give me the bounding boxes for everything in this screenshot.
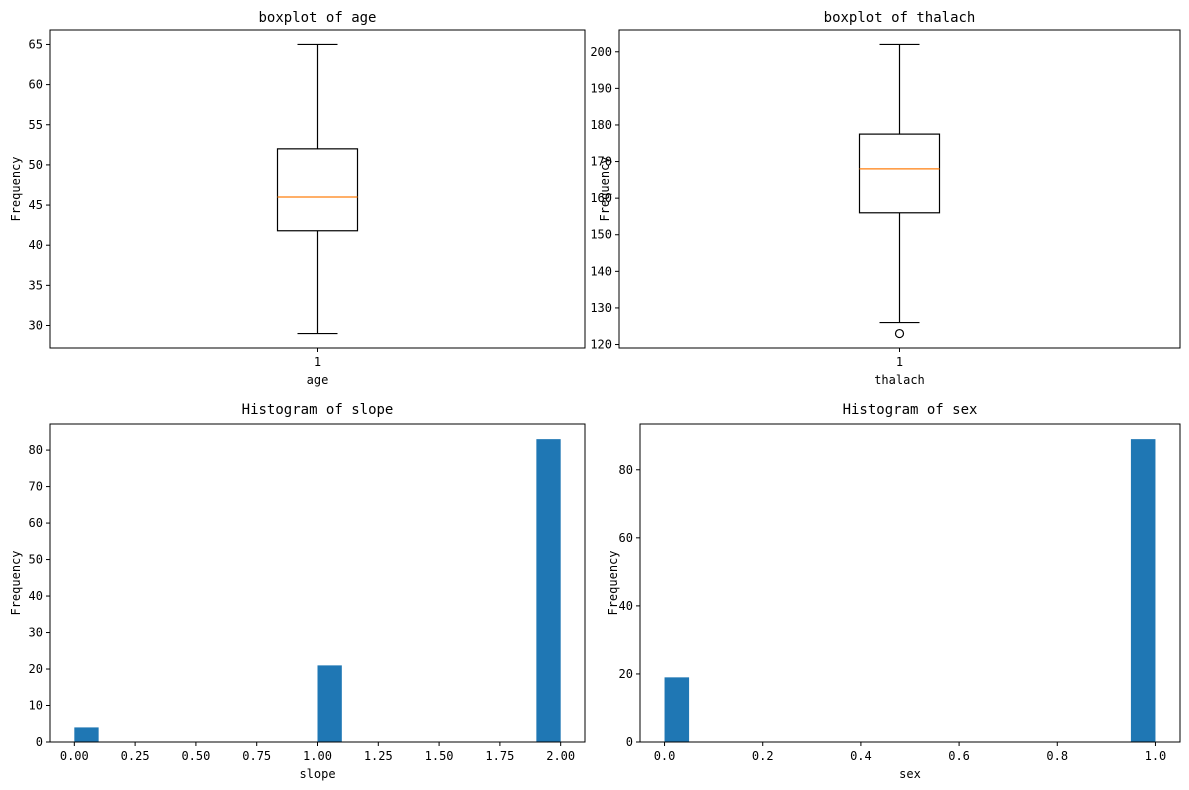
y-tick-label: 80 <box>619 463 633 477</box>
y-tick-label: 40 <box>29 238 43 252</box>
y-tick-label: 45 <box>29 198 43 212</box>
subplot-4: Histogram of sex 0 20 40 60 80 Frequency 0.0 0.2… <box>606 402 1181 781</box>
plot-frame <box>639 423 1181 743</box>
chart-title: Histogram of sex <box>843 402 978 418</box>
y-tick-label: 0 <box>626 735 633 749</box>
y-tick-label: 60 <box>29 516 43 530</box>
y-tick-label: 140 <box>590 264 612 278</box>
y-tick-label: 70 <box>29 480 43 494</box>
x-tick-label: 0.8 <box>1046 749 1068 763</box>
subplot-1: boxplot of age 30 35 40 45 50 55 60 65 Frequency 1… <box>9 10 586 387</box>
chart-title: boxplot of age <box>258 10 376 26</box>
y-tick-label: 30 <box>29 626 43 640</box>
histogram-bar <box>664 677 690 742</box>
y-tick-label: 150 <box>590 228 612 242</box>
y-tick-label: 180 <box>590 118 612 132</box>
subplot-2: boxplot of thalach 120 130 140 150 160 170 180 1… <box>590 10 1181 387</box>
plot-frame <box>618 29 1181 349</box>
box-iqr <box>276 148 359 232</box>
x-tick-label: 0.2 <box>752 749 774 763</box>
y-tick-label: 50 <box>29 553 43 567</box>
outlier-point <box>894 328 905 339</box>
x-tick-label: 0.25 <box>121 749 150 763</box>
y-tick-label: 160 <box>590 191 612 205</box>
x-tick-label: 0.00 <box>60 749 89 763</box>
x-tick-label: 1.00 <box>303 749 332 763</box>
y-tick-label: 60 <box>619 531 633 545</box>
x-tick-label: 1.50 <box>425 749 454 763</box>
y-axis-label: Frequency <box>598 156 612 221</box>
x-tick-label: 1 <box>314 355 321 369</box>
histogram-bar <box>536 439 561 742</box>
histogram-bar <box>317 665 342 742</box>
x-tick-label: 0.75 <box>242 749 271 763</box>
y-tick-label: 40 <box>29 589 43 603</box>
y-tick-label: 20 <box>619 667 633 681</box>
y-tick-label: 200 <box>590 45 612 59</box>
y-tick-label: 190 <box>590 81 612 95</box>
y-axis-label: Frequency <box>9 156 23 221</box>
x-tick-label: 1.25 <box>364 749 393 763</box>
y-tick-label: 80 <box>29 443 43 457</box>
x-tick-label: 2.00 <box>546 749 575 763</box>
histogram-bar <box>1130 439 1156 742</box>
chart-title: boxplot of thalach <box>824 10 976 26</box>
y-tick-label: 40 <box>619 599 633 613</box>
y-axis-label: Frequency <box>9 550 23 615</box>
x-tick-label: 1 <box>896 355 903 369</box>
histogram-bar <box>74 727 99 742</box>
x-tick-label: 0.6 <box>948 749 970 763</box>
x-tick-label: 1.0 <box>1145 749 1167 763</box>
y-tick-label: 50 <box>29 158 43 172</box>
chart-title: Histogram of slope <box>242 402 394 418</box>
x-tick-label: 0.0 <box>654 749 676 763</box>
y-tick-label: 20 <box>29 662 43 676</box>
y-tick-label: 35 <box>29 278 43 292</box>
y-tick-label: 55 <box>29 118 43 132</box>
y-tick-label: 0 <box>36 735 43 749</box>
y-tick-label: 65 <box>29 37 43 51</box>
box-iqr <box>858 133 941 214</box>
y-tick-label: 130 <box>590 301 612 315</box>
y-tick-label: 60 <box>29 78 43 92</box>
y-tick-label: 170 <box>590 155 612 169</box>
x-tick-label: 0.50 <box>181 749 210 763</box>
subplot-3: Histogram of slope 0 10 20 30 40 50 60 70 80 Frequ… <box>9 402 586 781</box>
y-tick-label: 30 <box>29 319 43 333</box>
x-tick-label: 1.75 <box>485 749 514 763</box>
x-axis-label: sex <box>899 767 921 781</box>
x-axis-label: age <box>307 373 329 387</box>
y-tick-label: 120 <box>590 338 612 352</box>
y-tick-label: 10 <box>29 699 43 713</box>
x-tick-label: 0.4 <box>850 749 872 763</box>
plot-frame <box>49 423 586 743</box>
x-axis-label: slope <box>299 767 335 781</box>
x-axis-label: thalach <box>874 373 925 387</box>
y-axis-label: Frequency <box>606 550 620 615</box>
plot-frame <box>49 29 586 349</box>
